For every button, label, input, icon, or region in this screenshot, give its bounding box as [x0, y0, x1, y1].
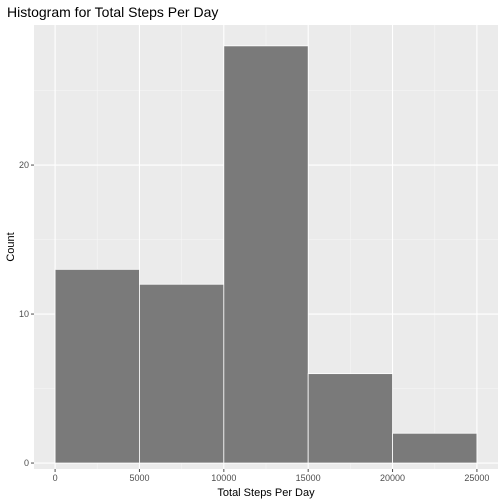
x-tick-label: 25000 [464, 473, 489, 483]
histogram-bar [307, 373, 393, 464]
histogram-bar [392, 432, 478, 464]
x-tick-label: 20000 [380, 473, 405, 483]
y-tick-label: 10 [19, 309, 29, 319]
histogram-bars [54, 45, 478, 464]
histogram-bar [223, 45, 309, 464]
histogram-bar [139, 283, 225, 464]
y-tick-label: 0 [24, 458, 29, 468]
histogram-bar [54, 268, 140, 464]
y-tick-label: 20 [19, 160, 29, 170]
chart-title: Histogram for Total Steps Per Day [7, 4, 218, 20]
x-tick-label: 0 [53, 473, 58, 483]
x-tick-label: 5000 [129, 473, 149, 483]
y-axis: 0 10 20 [19, 160, 34, 468]
x-tick-label: 10000 [211, 473, 236, 483]
x-tick-label: 15000 [296, 473, 321, 483]
x-axis-title: Total Steps Per Day [217, 487, 315, 499]
y-axis-title: Count [5, 232, 17, 261]
x-axis: 0 5000 10000 15000 20000 25000 [53, 469, 489, 483]
